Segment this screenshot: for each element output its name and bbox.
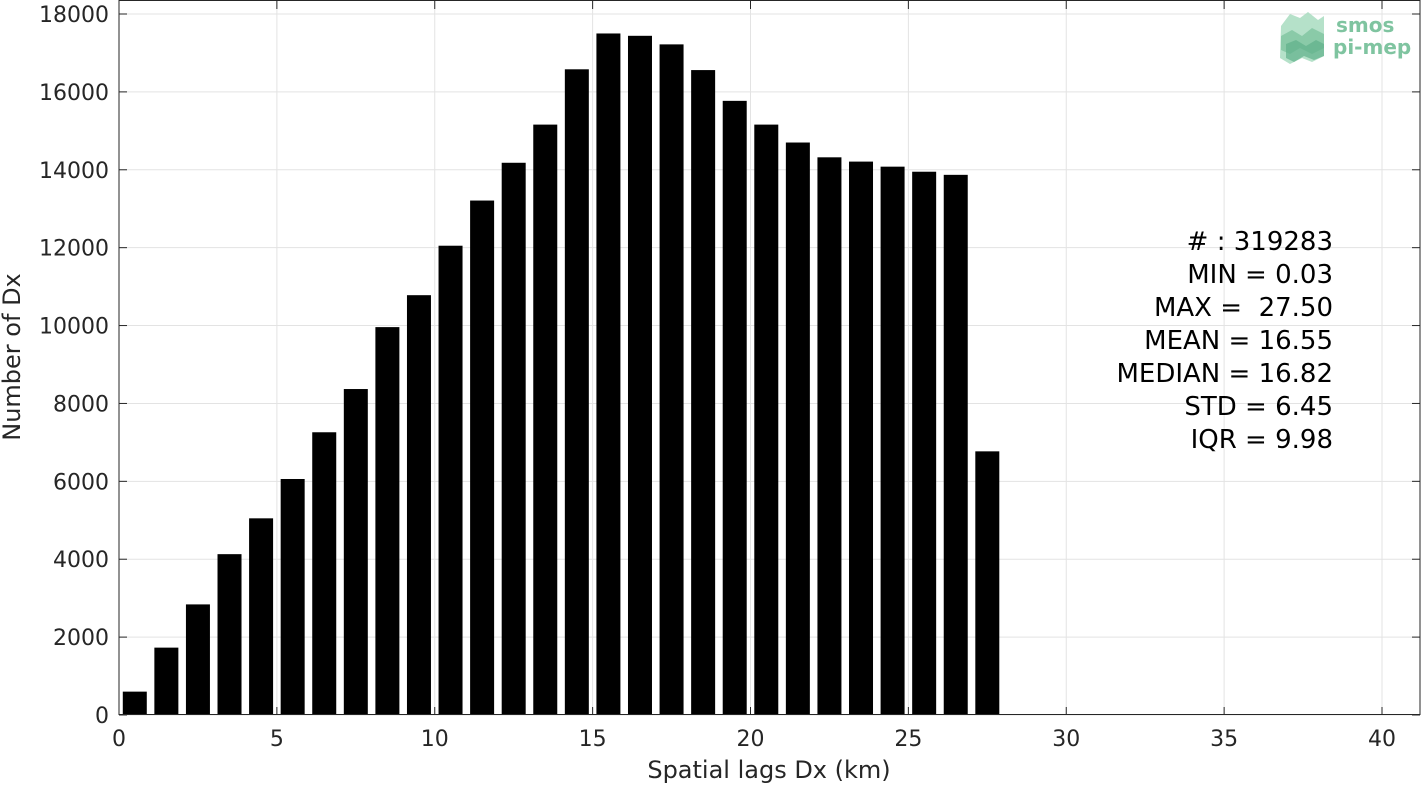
bar xyxy=(754,124,779,715)
bar xyxy=(533,124,558,715)
stat-line: # : 319283 xyxy=(1187,227,1333,257)
x-tick-label: 20 xyxy=(737,727,765,752)
x-axis-ticks: 0 5 10 15 20 25 30 35 40 xyxy=(112,1,1396,752)
y-tick-label: 2000 xyxy=(53,626,109,651)
logo-mark-icon xyxy=(1280,12,1324,64)
y-tick-label: 18000 xyxy=(39,3,109,28)
y-tick-label: 12000 xyxy=(39,237,109,262)
x-tick-label: 40 xyxy=(1368,727,1396,752)
bar xyxy=(722,100,747,715)
y-axis-ticks: 0 2000 4000 6000 8000 10000 12000 14000 16000 180… xyxy=(39,3,1420,729)
y-tick-label: 16000 xyxy=(39,81,109,106)
bar xyxy=(122,691,147,715)
bar xyxy=(975,451,1000,715)
bar xyxy=(406,295,431,715)
bar xyxy=(627,35,652,715)
bar xyxy=(817,157,842,715)
y-tick-label: 0 xyxy=(95,704,109,729)
bar xyxy=(912,171,937,716)
x-tick-label: 15 xyxy=(579,727,607,752)
bar xyxy=(343,389,368,715)
x-tick-label: 30 xyxy=(1052,727,1080,752)
bar xyxy=(470,200,495,715)
stat-line: MAX = 27.50 xyxy=(1154,293,1333,323)
bar xyxy=(249,518,274,715)
bar xyxy=(596,33,621,715)
y-axis-label: Number of Dx xyxy=(0,273,26,440)
logo-text-pimep: pi-mep xyxy=(1333,35,1411,59)
bar xyxy=(312,432,337,715)
bar xyxy=(564,69,589,716)
bar xyxy=(154,647,179,715)
bar xyxy=(691,70,716,715)
y-tick-label: 6000 xyxy=(53,470,109,495)
bar xyxy=(438,245,463,715)
x-axis-label: Spatial lags Dx (km) xyxy=(647,756,890,784)
stat-line: MEAN = 16.55 xyxy=(1144,326,1333,356)
bar xyxy=(217,554,242,715)
smos-pimep-logo: smos pi-mep xyxy=(1280,12,1411,64)
stat-line: IQR = 9.98 xyxy=(1191,425,1333,455)
bar xyxy=(943,174,968,715)
bar xyxy=(880,166,905,715)
bars xyxy=(122,33,1000,716)
bar xyxy=(185,604,210,715)
x-tick-label: 5 xyxy=(270,727,284,752)
bar xyxy=(280,478,305,715)
x-tick-label: 0 xyxy=(112,727,126,752)
x-tick-label: 35 xyxy=(1210,727,1238,752)
stat-line: MEDIAN = 16.82 xyxy=(1116,359,1333,389)
x-tick-label: 10 xyxy=(421,727,449,752)
y-tick-label: 10000 xyxy=(39,315,109,340)
y-tick-label: 8000 xyxy=(53,392,109,417)
bar xyxy=(659,44,684,716)
stat-line: MIN = 0.03 xyxy=(1187,260,1333,290)
logo-text-smos: smos xyxy=(1336,13,1394,37)
bar xyxy=(501,162,526,716)
bar xyxy=(375,327,400,715)
bar xyxy=(849,161,874,716)
y-tick-label: 4000 xyxy=(53,548,109,573)
x-tick-label: 25 xyxy=(894,727,922,752)
stat-line: STD = 6.45 xyxy=(1184,392,1333,422)
plot-frame xyxy=(118,0,1421,715)
y-tick-label: 14000 xyxy=(39,159,109,184)
bar xyxy=(785,142,810,715)
